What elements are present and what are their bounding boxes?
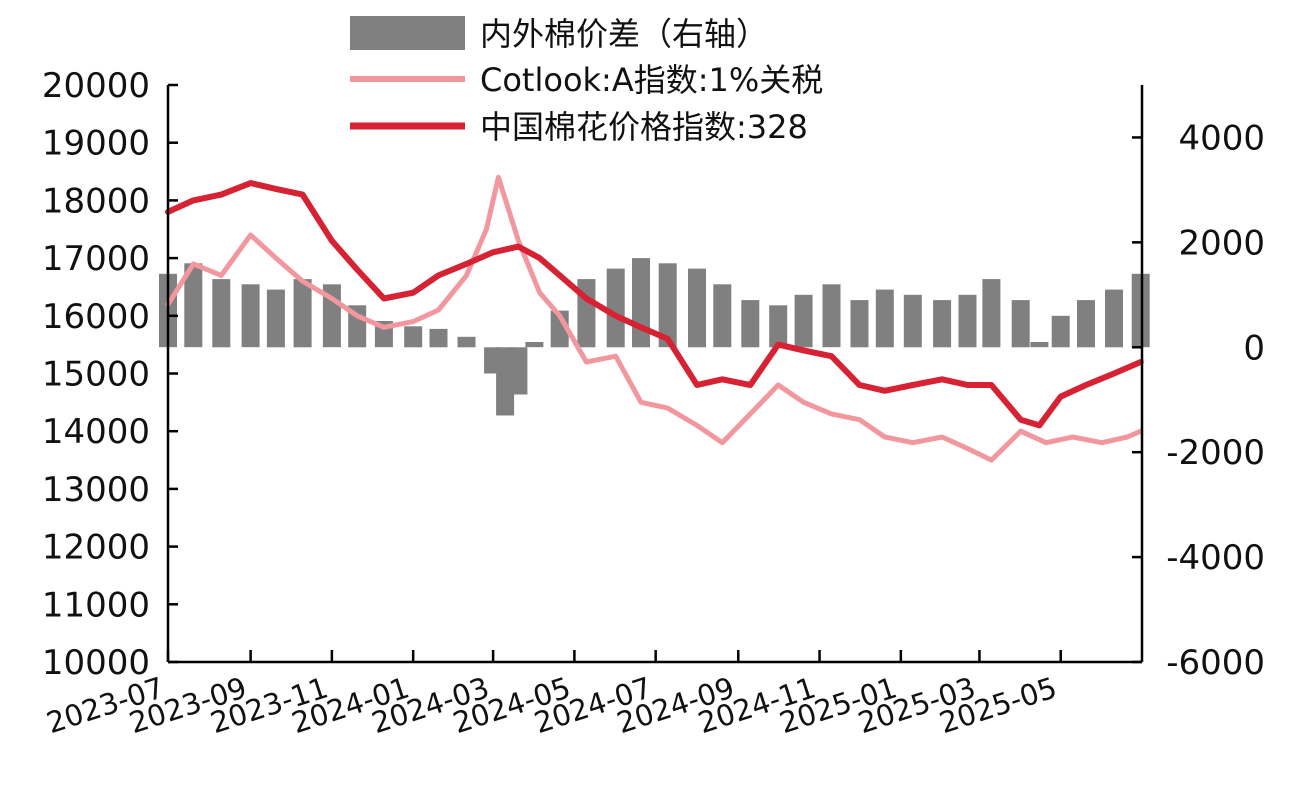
spread-bar bbox=[293, 279, 312, 348]
spread-bar bbox=[1030, 342, 1049, 348]
spread-bar bbox=[212, 279, 231, 348]
spread-bar bbox=[509, 347, 528, 395]
china-cotton-index-line bbox=[165, 180, 1144, 429]
y-left-tick-label: 14000 bbox=[42, 412, 150, 452]
spread-bar bbox=[933, 300, 952, 348]
y-left-tick-label: 13000 bbox=[42, 470, 150, 510]
y-right-tick-label: 0 bbox=[1243, 328, 1265, 368]
y-right-tick-label: -6000 bbox=[1166, 643, 1265, 683]
spread-bar bbox=[525, 342, 544, 348]
y-left-tick-label: 17000 bbox=[42, 239, 150, 279]
spread-bar bbox=[457, 336, 476, 348]
spread-bar bbox=[713, 284, 732, 348]
y-left-tick-label: 15000 bbox=[42, 355, 150, 395]
spread-bar bbox=[658, 263, 677, 348]
series-lines bbox=[165, 174, 1144, 463]
y-left-tick-label: 18000 bbox=[42, 181, 150, 221]
spread-bar bbox=[688, 268, 706, 348]
y-left-tick-label: 11000 bbox=[42, 585, 150, 625]
spread-bar bbox=[1131, 273, 1150, 348]
spread-bar bbox=[241, 284, 260, 348]
spread-bar bbox=[1051, 315, 1070, 348]
axis-ticks bbox=[166, 83, 1142, 664]
y-right-tick-label: 2000 bbox=[1178, 223, 1265, 263]
axes bbox=[166, 85, 1144, 664]
y-left-tick-label: 10000 bbox=[42, 643, 150, 683]
y-right-tick-label: -4000 bbox=[1166, 538, 1265, 578]
y-left-tick-label: 19000 bbox=[42, 124, 150, 164]
cotlook-a-line bbox=[165, 174, 1144, 463]
spread-bar bbox=[632, 258, 650, 348]
spread-bar bbox=[429, 328, 448, 348]
spread-bar bbox=[606, 268, 625, 348]
spread-bar bbox=[903, 294, 922, 348]
spread-bar bbox=[875, 289, 894, 348]
spread-bar bbox=[822, 284, 841, 348]
spread-bar bbox=[1077, 300, 1095, 348]
y-left-tick-label: 12000 bbox=[42, 528, 150, 568]
spread-bar bbox=[1105, 289, 1123, 348]
legend-label: Cotlook:A指数:1%关税 bbox=[480, 61, 823, 99]
y-right-tick-label: 4000 bbox=[1178, 118, 1265, 158]
legend-label: 内外棉价差（右轴） bbox=[480, 15, 768, 53]
y-left-tick-label: 20000 bbox=[42, 66, 150, 106]
legend-swatch-bar bbox=[350, 16, 465, 50]
spread-bar bbox=[850, 300, 869, 348]
spread-bar bbox=[794, 294, 813, 348]
spread-bar bbox=[741, 300, 760, 348]
spread-bar bbox=[404, 326, 423, 348]
spread-bar bbox=[982, 279, 1001, 348]
legend-label: 中国棉花价格指数:328 bbox=[480, 108, 808, 146]
spread-bar bbox=[184, 263, 203, 348]
y-right-tick-label: -2000 bbox=[1166, 433, 1265, 473]
spread-bar bbox=[266, 289, 285, 348]
spread-bar bbox=[769, 305, 788, 348]
y-left-tick-label: 16000 bbox=[42, 297, 150, 337]
spread-bar bbox=[958, 294, 977, 348]
spread-bar bbox=[1011, 300, 1030, 348]
